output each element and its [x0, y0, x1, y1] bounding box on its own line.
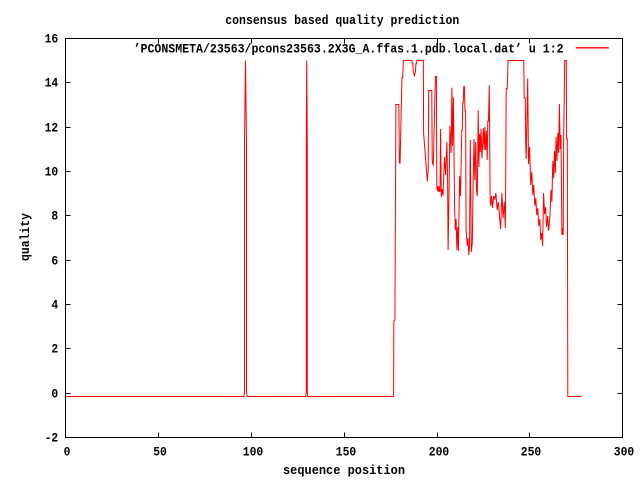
svg-text:’PCONSMETA/23563/pcons23563.2X: ’PCONSMETA/23563/pcons23563.2X3G_A.ffas.… — [134, 42, 564, 57]
svg-text:50: 50 — [153, 445, 167, 460]
svg-text:250: 250 — [521, 445, 542, 460]
svg-text:6: 6 — [51, 254, 58, 269]
svg-text:12: 12 — [45, 121, 59, 136]
svg-text:2: 2 — [51, 342, 58, 357]
svg-text:0: 0 — [51, 387, 58, 402]
svg-text:consensus based quality predic: consensus based quality prediction — [225, 13, 459, 28]
svg-text:200: 200 — [429, 445, 450, 460]
svg-text:sequence position: sequence position — [283, 463, 405, 478]
svg-text:8: 8 — [51, 209, 58, 224]
svg-text:16: 16 — [45, 32, 59, 47]
svg-text:150: 150 — [336, 445, 357, 460]
svg-text:0: 0 — [64, 445, 71, 460]
svg-text:10: 10 — [45, 165, 59, 180]
svg-text:-2: -2 — [45, 431, 59, 446]
svg-text:4: 4 — [51, 298, 58, 313]
svg-text:quality: quality — [18, 213, 33, 261]
svg-text:100: 100 — [243, 445, 264, 460]
svg-text:14: 14 — [45, 76, 59, 91]
svg-text:300: 300 — [614, 445, 635, 460]
